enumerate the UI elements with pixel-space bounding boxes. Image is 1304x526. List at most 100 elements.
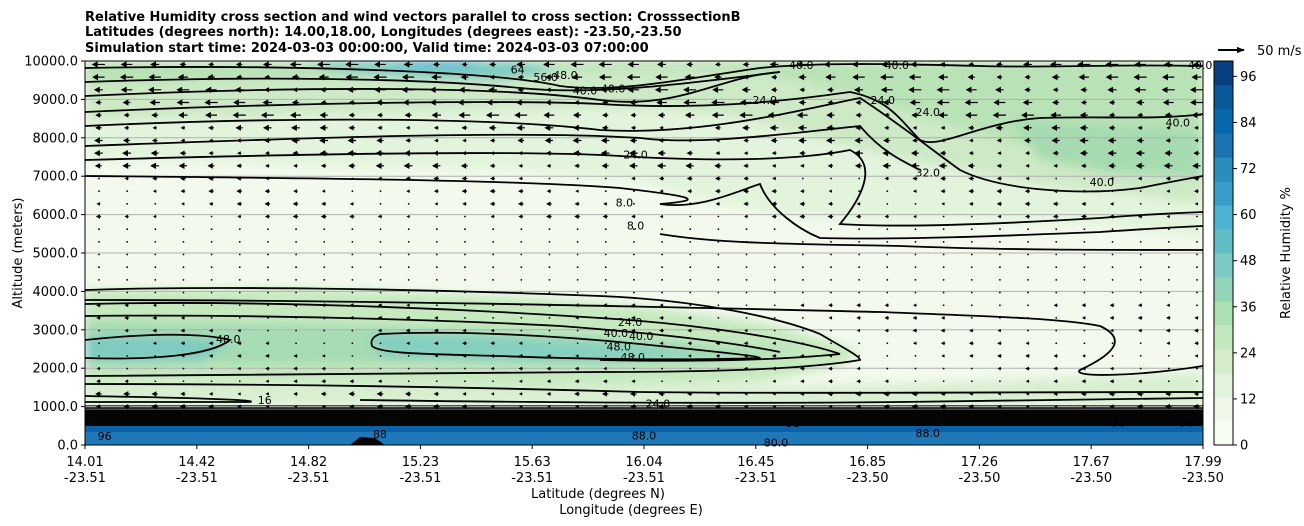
wind-vector bbox=[464, 266, 466, 269]
wind-vector bbox=[858, 240, 861, 243]
wind-vector bbox=[1137, 125, 1143, 130]
wind-vector bbox=[1053, 163, 1058, 168]
wind-vector bbox=[518, 341, 523, 346]
wind-vector bbox=[686, 403, 693, 410]
wind-vector bbox=[126, 355, 129, 357]
wind-vector bbox=[292, 150, 299, 156]
wind-vector bbox=[349, 404, 355, 409]
wind-vector bbox=[403, 61, 413, 68]
wind-vector bbox=[856, 366, 861, 371]
wind-vector bbox=[1166, 341, 1171, 346]
wind-vector bbox=[1111, 291, 1114, 294]
quiver-key-label: 50 m/s bbox=[1257, 44, 1302, 59]
wind-vector bbox=[659, 214, 664, 219]
colorbar-segment bbox=[1214, 157, 1233, 182]
wind-vector bbox=[1108, 99, 1115, 106]
wind-vector bbox=[745, 291, 748, 294]
wind-vector bbox=[828, 379, 833, 384]
wind-vector bbox=[379, 342, 382, 345]
wind-vector bbox=[715, 201, 720, 206]
wind-vector bbox=[656, 99, 667, 106]
wind-vector bbox=[180, 138, 185, 143]
wind-vector bbox=[1083, 342, 1086, 345]
wind-vector bbox=[1024, 137, 1031, 144]
wind-vector bbox=[1108, 112, 1115, 118]
wind-vector bbox=[267, 240, 269, 243]
wind-vector bbox=[124, 125, 129, 131]
wind-vector bbox=[154, 278, 157, 281]
wind-vector bbox=[1027, 253, 1029, 256]
wind-vector bbox=[1021, 111, 1034, 119]
wind-vector bbox=[351, 240, 354, 243]
wind-vector bbox=[265, 379, 270, 383]
wind-vector bbox=[1109, 379, 1115, 384]
wind-vector bbox=[970, 266, 973, 269]
wind-vector bbox=[882, 149, 892, 157]
wind-vector bbox=[93, 86, 103, 94]
wind-vector bbox=[379, 355, 382, 357]
wind-vector bbox=[799, 214, 805, 219]
wind-vector bbox=[1109, 315, 1115, 320]
wind-vector bbox=[291, 74, 300, 81]
colorbar-tick-label: 0 bbox=[1240, 439, 1248, 454]
wind-vector bbox=[1111, 190, 1114, 193]
wind-vector bbox=[181, 202, 185, 206]
wind-vector bbox=[405, 315, 411, 320]
wind-vector bbox=[633, 253, 635, 256]
wind-vector bbox=[657, 149, 666, 157]
wind-vector bbox=[492, 240, 495, 243]
wind-vector bbox=[263, 137, 271, 144]
wind-vector bbox=[435, 367, 438, 370]
wind-vector bbox=[1055, 329, 1058, 332]
wind-vector bbox=[489, 61, 496, 68]
wind-vector bbox=[800, 163, 805, 168]
wind-vector bbox=[631, 315, 636, 320]
wind-vector bbox=[1165, 176, 1171, 181]
wind-vector bbox=[1081, 366, 1086, 371]
wind-vector bbox=[1110, 328, 1114, 333]
wind-vector bbox=[464, 291, 466, 294]
wind-vector bbox=[1139, 253, 1142, 256]
wind-vector bbox=[1024, 201, 1031, 207]
wind-vector bbox=[464, 240, 466, 243]
wind-vector bbox=[941, 316, 945, 320]
wind-vector bbox=[544, 124, 554, 132]
wind-vector bbox=[348, 99, 355, 106]
wind-vector bbox=[122, 162, 131, 170]
wind-vector bbox=[94, 162, 102, 169]
wind-vector bbox=[571, 73, 583, 81]
wind-vector bbox=[517, 87, 524, 93]
wind-vector bbox=[745, 278, 748, 281]
wind-vector bbox=[349, 379, 354, 384]
wind-vector bbox=[689, 304, 692, 307]
wind-vector bbox=[237, 366, 242, 371]
wind-vector bbox=[828, 366, 833, 371]
wind-vector bbox=[659, 125, 664, 130]
wind-vector bbox=[514, 111, 528, 119]
wind-vector bbox=[348, 112, 355, 118]
contour-line bbox=[85, 302, 841, 362]
wind-vector bbox=[1055, 240, 1058, 243]
wind-vector bbox=[883, 137, 891, 144]
wind-vector bbox=[464, 278, 466, 281]
wind-vector bbox=[911, 112, 919, 119]
wind-vector bbox=[1053, 404, 1058, 409]
wind-vector bbox=[800, 404, 804, 409]
colorbar-segment bbox=[1214, 253, 1233, 278]
wind-vector bbox=[1196, 278, 1198, 281]
wind-vector bbox=[576, 342, 579, 345]
wind-vector bbox=[1136, 137, 1144, 144]
wind-vector bbox=[516, 124, 526, 132]
wind-vector bbox=[1025, 404, 1030, 409]
wind-vector bbox=[1052, 214, 1059, 219]
wind-vector bbox=[176, 86, 190, 94]
rh-region-humid-upper bbox=[85, 61, 1203, 182]
x-axis: 14.01-23.5114.42-23.5114.82-23.5115.23-2… bbox=[64, 445, 1224, 486]
wind-vector bbox=[855, 112, 862, 118]
wind-vector bbox=[936, 86, 950, 94]
wind-vector bbox=[717, 380, 720, 383]
wind-vector bbox=[295, 253, 297, 256]
x-tick-label-lat: 16.85 bbox=[849, 455, 886, 470]
wind-vector bbox=[1135, 162, 1145, 170]
wind-vector bbox=[1027, 278, 1029, 281]
